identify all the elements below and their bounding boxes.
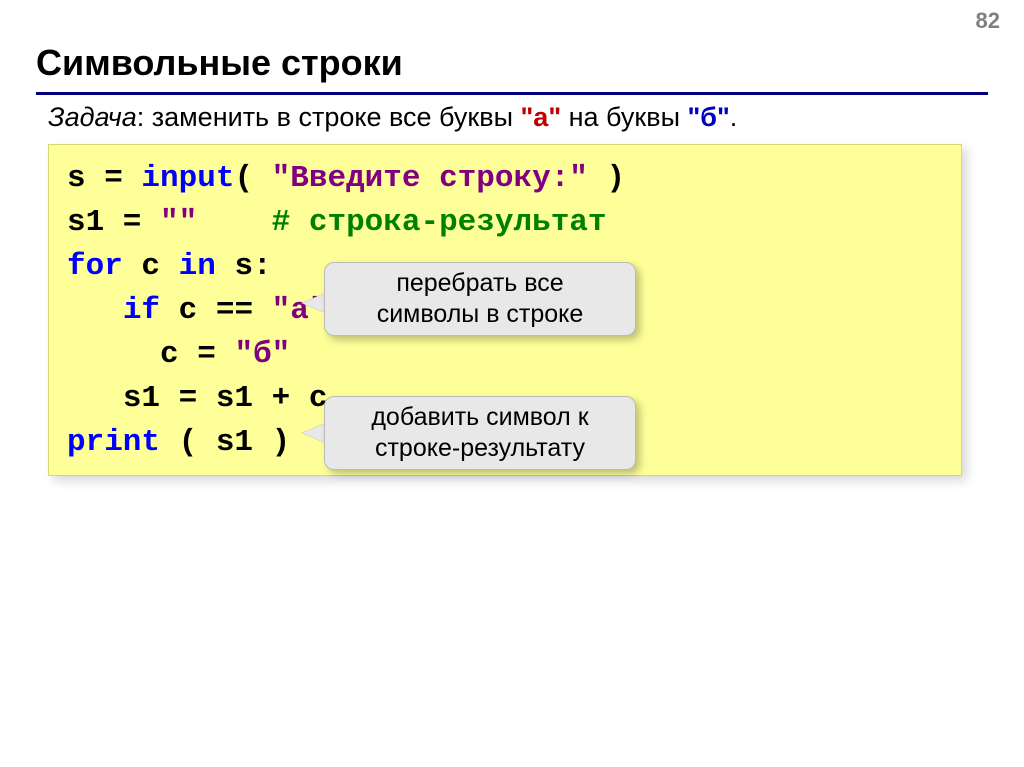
callout-1-line-2: символы в строке: [377, 299, 584, 330]
code-l7-print: print: [67, 425, 160, 460]
callout-2-line-2: строке-результату: [375, 433, 585, 464]
code-l3-b: s:: [216, 249, 272, 284]
code-l5-str: "б": [234, 337, 290, 372]
letter-a: "а": [521, 102, 562, 132]
callout-1-line-1: перебрать все: [396, 268, 563, 299]
code-l1-input: input: [141, 161, 234, 196]
code-l5-indent: [67, 337, 160, 372]
code-l2-comment: # строка-результат: [272, 205, 607, 240]
task-label: Задача: [48, 102, 137, 132]
callout-pointer-1: [302, 293, 326, 313]
code-l3-for: for: [67, 249, 123, 284]
code-l4-indent: [67, 293, 123, 328]
task-text-2: на буквы: [561, 102, 687, 132]
task-text-3: .: [730, 102, 738, 132]
code-l2-a: s1 =: [67, 205, 160, 240]
code-l6-a: s1 = s1 + c: [123, 381, 328, 416]
code-l1-b: (: [234, 161, 271, 196]
callout-2: добавить символ к строке-результату: [324, 396, 636, 470]
code-l3-a: c: [123, 249, 179, 284]
code-l4-if: if: [123, 293, 160, 328]
code-l4-a: c ==: [160, 293, 272, 328]
callout-2-line-1: добавить символ к: [371, 402, 588, 433]
code-l1-c: ): [588, 161, 625, 196]
letter-b: "б": [688, 102, 730, 132]
code-l3-in: in: [179, 249, 216, 284]
callout-pointer-2: [302, 423, 326, 443]
slide-title: Символьные строки: [36, 42, 403, 84]
title-underline: [36, 92, 988, 95]
code-l2-str: "": [160, 205, 197, 240]
code-l1-str: "Введите строку:": [272, 161, 588, 196]
callout-1: перебрать все символы в строке: [324, 262, 636, 336]
code-l7-a: ( s1 ): [160, 425, 290, 460]
page-number: 82: [976, 8, 1000, 34]
code-l6-indent: [67, 381, 123, 416]
code-l1-a: s =: [67, 161, 141, 196]
task-line: Задача: заменить в строке все буквы "а" …: [48, 102, 737, 133]
code-l2-space: [197, 205, 271, 240]
task-text-1: : заменить в строке все буквы: [137, 102, 521, 132]
code-l5-a: c =: [160, 337, 234, 372]
